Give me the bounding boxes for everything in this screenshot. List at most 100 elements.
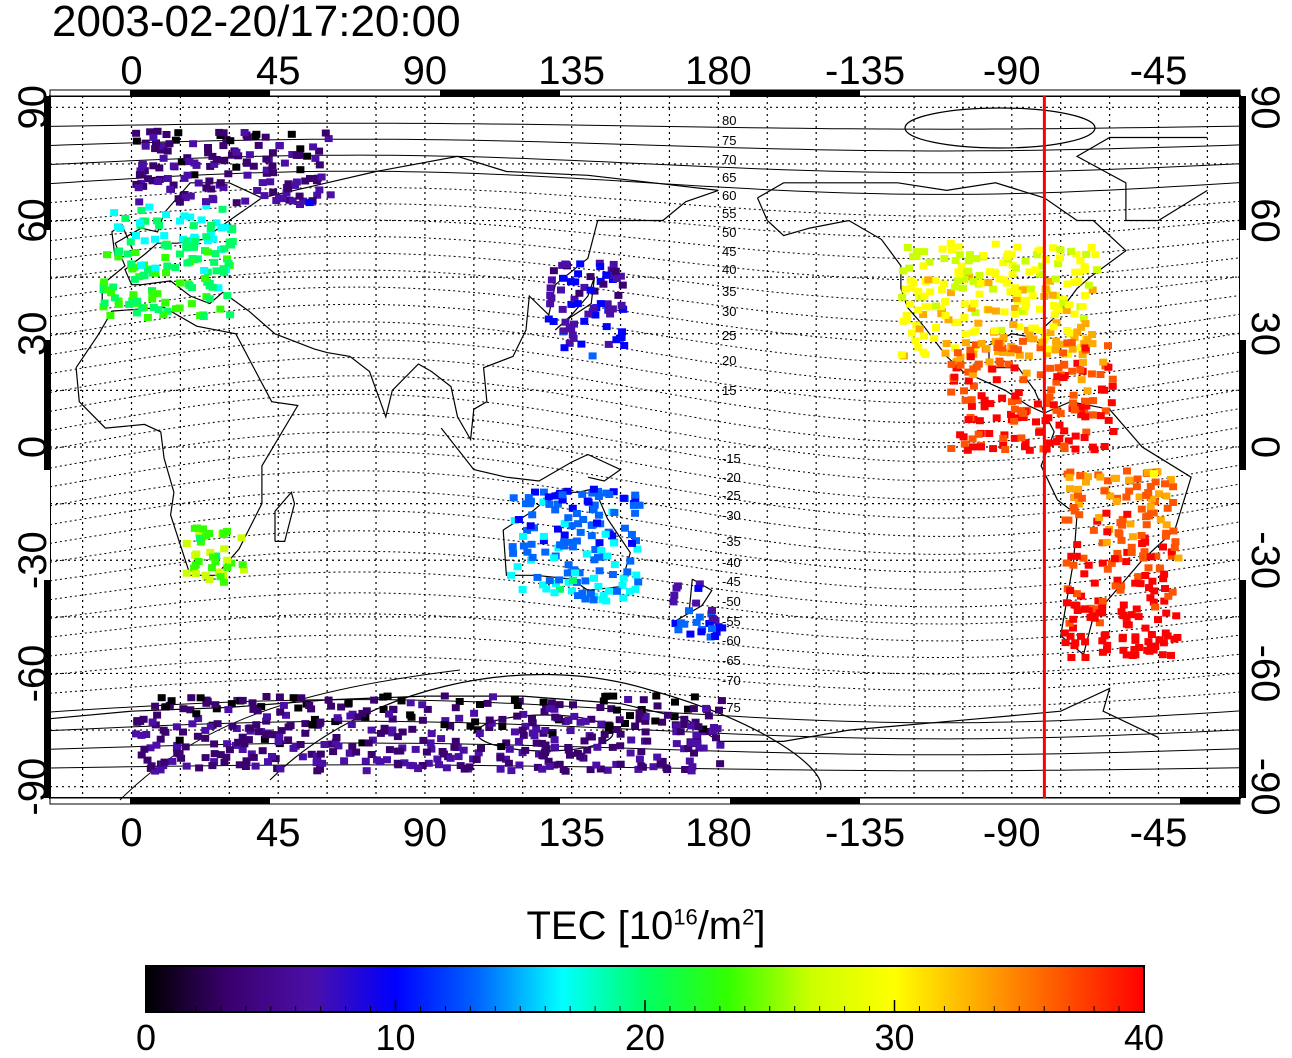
tec-cell <box>513 702 522 709</box>
tec-cell <box>547 699 556 707</box>
tec-cell <box>152 217 161 225</box>
tec-cell <box>602 597 611 605</box>
tec-cell <box>1026 285 1035 293</box>
tec-cell <box>677 619 686 627</box>
tec-cell <box>597 720 606 728</box>
tec-cell <box>1169 527 1178 535</box>
tec-cell <box>635 715 644 723</box>
tec-cell <box>926 303 934 311</box>
tec-cell <box>207 221 216 229</box>
tec-cell <box>581 595 590 603</box>
tec-cell <box>1104 416 1113 424</box>
tec-cell <box>531 488 539 496</box>
tec-cell <box>471 718 480 726</box>
tec-cell <box>289 694 298 702</box>
tec-cell <box>1144 638 1153 646</box>
tec-cell <box>1076 366 1085 374</box>
tec-cell <box>990 327 999 335</box>
tec-cell <box>385 710 393 718</box>
tec-cell <box>262 166 271 174</box>
tec-cell <box>427 730 436 738</box>
tec-cell <box>957 262 966 270</box>
tec-cell <box>115 247 124 255</box>
tec-cell <box>966 353 975 361</box>
magnetic-contour <box>49 677 1241 708</box>
tec-cell <box>140 745 149 753</box>
tec-cell <box>148 718 157 726</box>
tec-cell <box>244 736 253 744</box>
tec-cell <box>600 730 609 738</box>
tec-cell <box>936 304 945 312</box>
tec-cell <box>1023 326 1032 334</box>
tec-cell <box>947 360 956 368</box>
tec-cell <box>1088 607 1097 615</box>
tec-cell <box>274 738 283 746</box>
plot-title: 2003-02-20/17:20:00 <box>52 0 461 46</box>
tec-cell <box>635 501 644 509</box>
tec-cell <box>547 294 556 302</box>
tec-cell <box>589 304 598 312</box>
bottom-band-segment <box>440 798 560 804</box>
tec-cell <box>1142 521 1151 529</box>
tec-cell <box>576 260 585 268</box>
tec-cell <box>603 552 612 560</box>
tec-cell <box>214 284 223 292</box>
tec-cell <box>708 727 717 735</box>
tec-cell <box>1009 344 1018 352</box>
tec-cell <box>141 217 150 225</box>
bottom-band-segment <box>1180 798 1240 804</box>
tec-cell <box>604 726 613 734</box>
tec-cell <box>1101 407 1110 415</box>
tec-cell <box>1161 585 1169 592</box>
tec-cell <box>252 130 261 138</box>
tec-cell <box>631 491 640 499</box>
tec-cell <box>545 705 554 713</box>
tec-cell <box>182 540 191 547</box>
tec-cell <box>209 235 218 243</box>
tec-cell <box>618 581 627 589</box>
tec-cell <box>358 709 367 717</box>
tec-cell <box>1056 409 1065 417</box>
tec-cell <box>921 303 930 311</box>
tec-cell <box>603 300 612 308</box>
lon-tick-top: 180 <box>685 49 752 93</box>
tec-cell <box>1146 553 1155 561</box>
tec-cell <box>1100 487 1109 495</box>
tec-cell <box>1143 468 1152 476</box>
tec-cell <box>574 270 583 278</box>
tec-cell <box>991 270 1000 278</box>
tec-cell <box>470 709 479 717</box>
tec-cell <box>202 202 211 210</box>
tec-cell <box>1095 609 1104 617</box>
tec-cell <box>210 258 219 266</box>
tec-cell <box>189 222 198 230</box>
tec-cell <box>159 142 168 150</box>
tec-cell <box>218 205 227 213</box>
tec-cell <box>550 554 559 562</box>
tec-cell <box>1102 538 1111 546</box>
magnetic-contour <box>49 269 1241 323</box>
tec-cell <box>140 167 149 175</box>
tec-cell <box>964 416 973 424</box>
tec-cell <box>1148 577 1157 585</box>
tec-cell <box>986 400 995 408</box>
tec-cell <box>708 614 717 622</box>
tec-cell <box>518 586 527 593</box>
tec-cell <box>908 329 917 337</box>
tec-cell <box>254 728 263 736</box>
tec-cell <box>1160 597 1169 605</box>
tec-cell <box>1159 575 1168 583</box>
tec-cell <box>151 269 160 277</box>
tec-cell <box>1036 371 1045 379</box>
tec-cell <box>613 706 621 714</box>
tec-cell <box>157 694 166 702</box>
tec-cell <box>1103 528 1112 536</box>
tec-cell <box>234 738 243 746</box>
magnetic-contour <box>49 530 1241 591</box>
tec-cell <box>201 734 210 742</box>
tec-cell <box>587 733 596 741</box>
tec-cell <box>971 341 980 349</box>
tec-cell <box>1151 478 1160 486</box>
tec-cell <box>558 491 567 499</box>
tec-cell <box>1133 475 1142 483</box>
